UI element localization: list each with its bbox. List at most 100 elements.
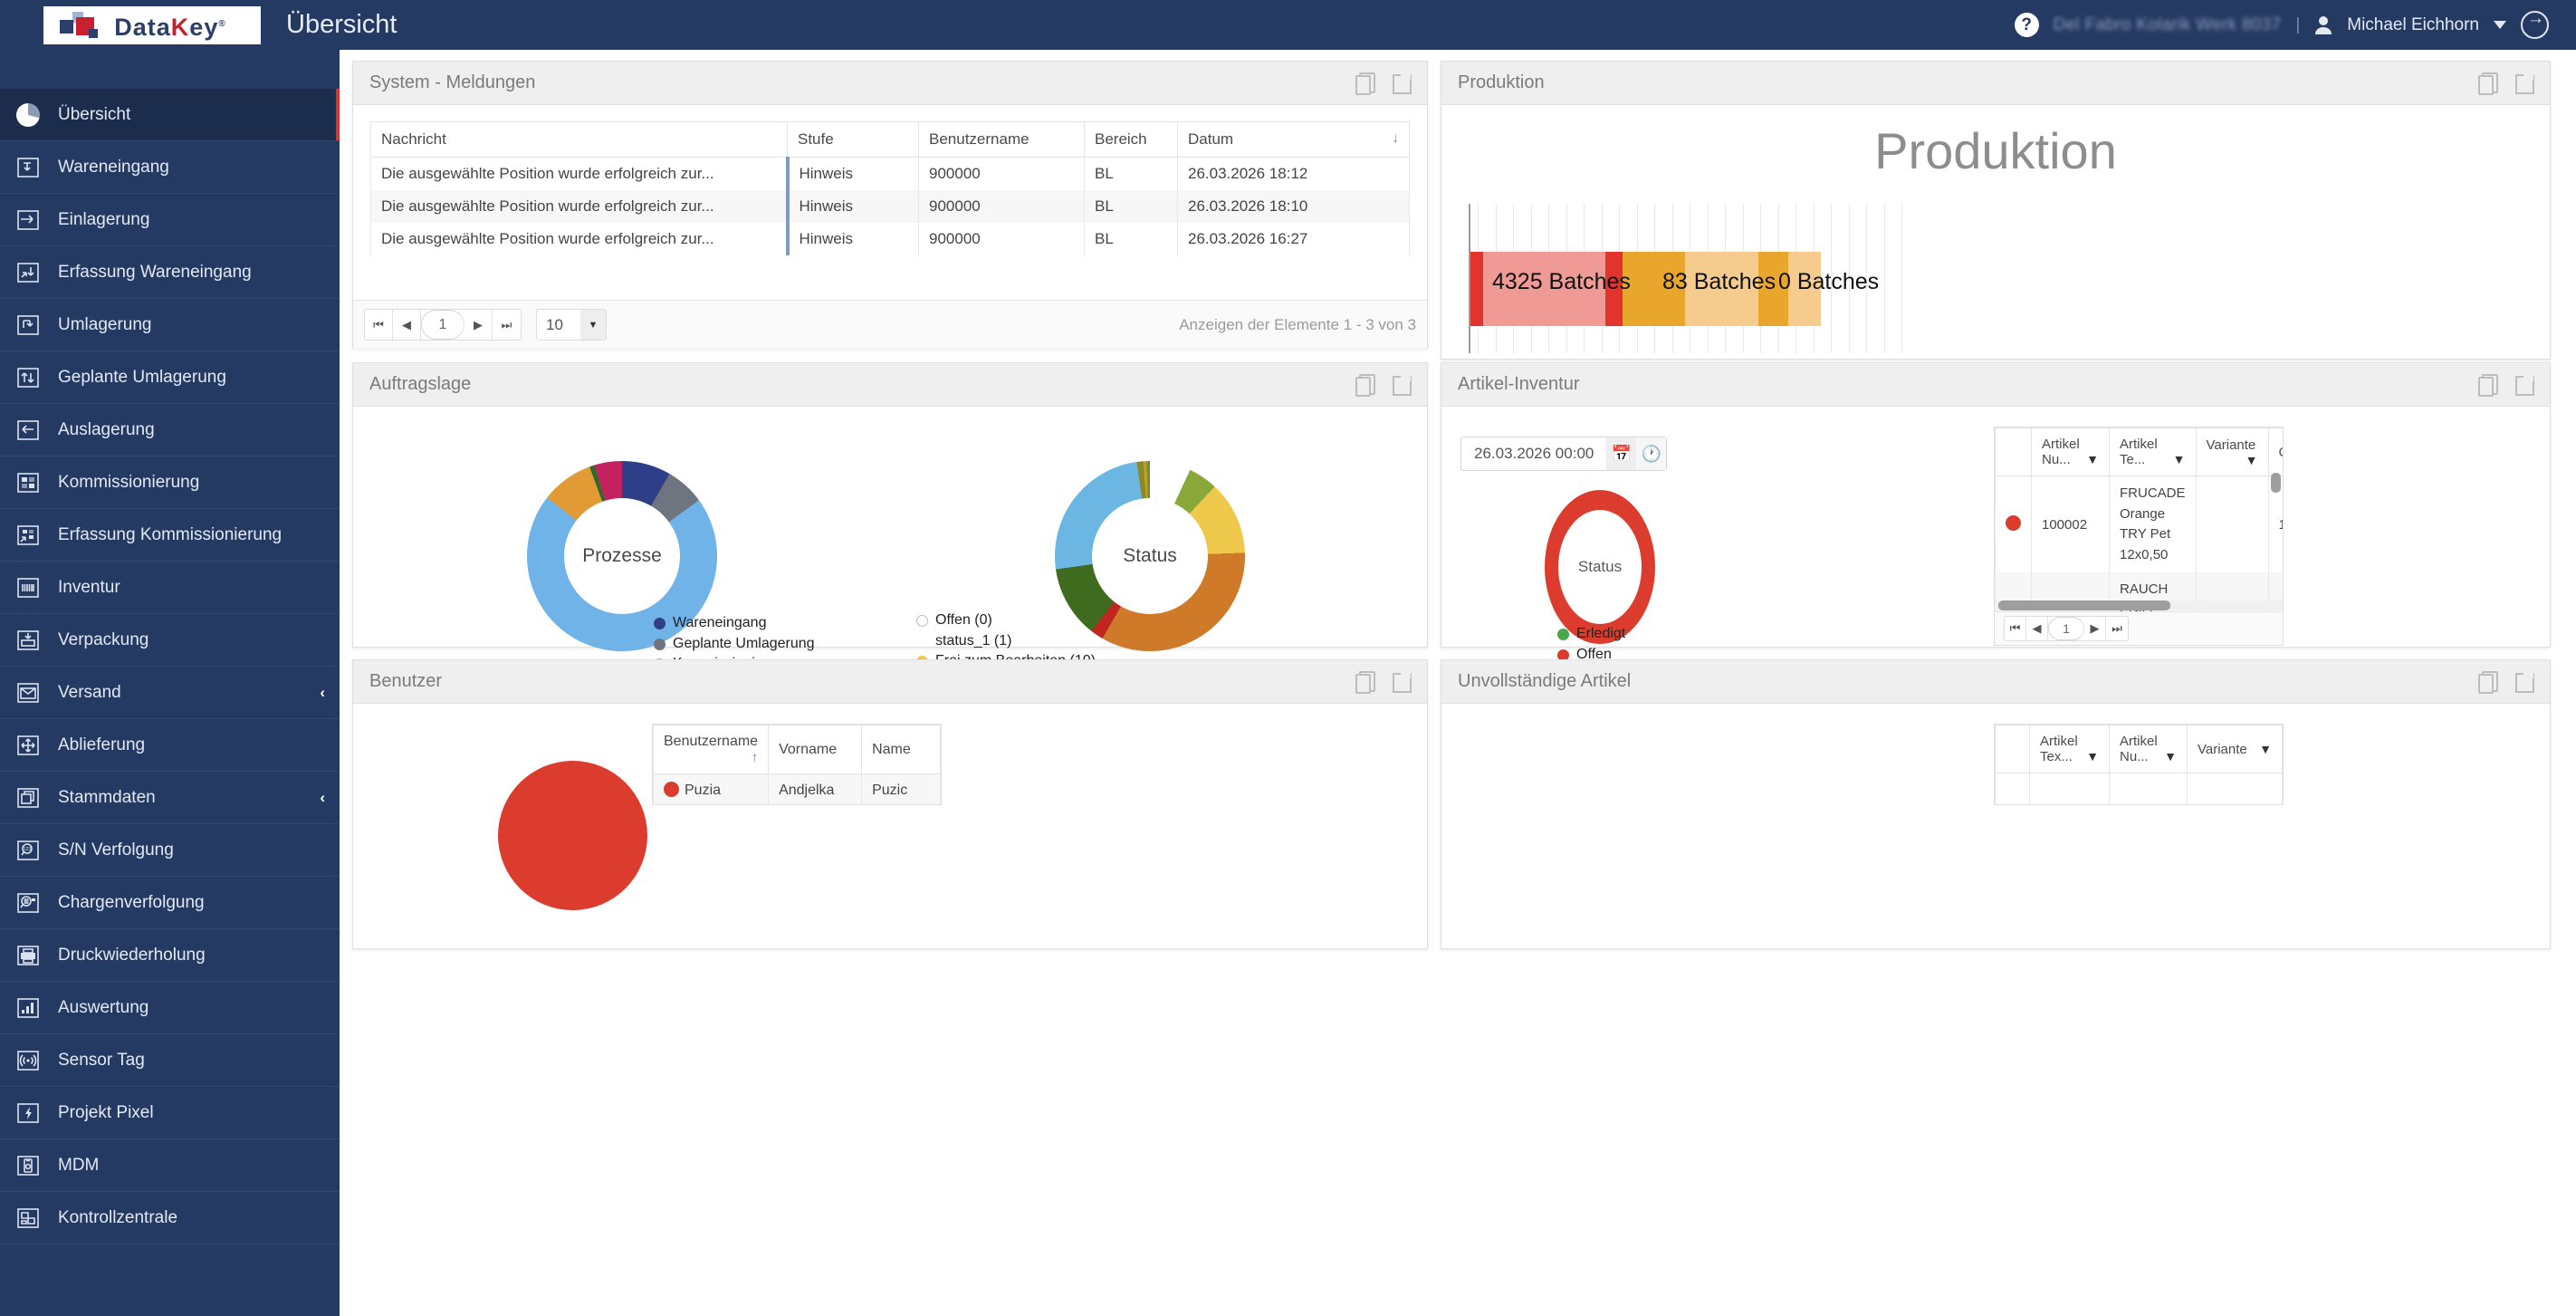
inventory-date-input[interactable]: 26.03.2026 00:00 📅 🕐 (1460, 437, 1668, 471)
sidebar-item-bersicht[interactable]: Übersicht (0, 89, 340, 141)
legend-item-erledigt[interactable]: Erledigt (1557, 624, 1662, 645)
col-benutzername[interactable]: Benutzername ↑ (653, 725, 770, 774)
legend-item[interactable]: status_1 (1) (916, 631, 1163, 652)
help-icon[interactable]: ? (2014, 13, 2039, 37)
col-artikel-nummer[interactable]: Artikel Nu... ▼ (2031, 427, 2110, 476)
sidebar-item-mdm[interactable]: MDM (0, 1139, 340, 1192)
filter-icon[interactable]: ▼ (2259, 741, 2272, 756)
col-variante[interactable]: Variante ▼ (2195, 427, 2269, 476)
maximize-icon[interactable] (2514, 72, 2534, 94)
legend-item[interactable]: Geplante Umlagerung (654, 634, 833, 655)
current-page-input[interactable]: 1 (421, 310, 464, 340)
filter-icon[interactable]: ▼ (2164, 749, 2177, 764)
sidebar-item-auslagerung[interactable]: Auslagerung (0, 404, 340, 456)
horizontal-scrollbar[interactable] (1998, 600, 2170, 610)
copy-icon[interactable] (1355, 670, 1375, 694)
sidebar-item-label: Inventur (58, 577, 120, 597)
copy-icon[interactable] (1355, 72, 1375, 95)
prozesse-donut-chart[interactable]: Prozesse (527, 461, 717, 651)
sidebar-item-druckwiederholung[interactable]: Druckwiederholung (0, 929, 340, 982)
filter-icon[interactable]: ▼ (2245, 452, 2258, 467)
pagination-info: Anzeigen der Elemente 1 - 3 von 3 (1179, 315, 1416, 333)
first-page-icon[interactable]: ⏮ (365, 310, 393, 340)
calendar-icon[interactable]: 📅 (1606, 437, 1637, 470)
sidebar-item-erfassung-wareneingang[interactable]: Erfassung Wareneingang (0, 246, 340, 299)
next-page-icon[interactable]: ▶ (2084, 617, 2106, 640)
sidebar-item-auswertung[interactable]: Auswertung (0, 982, 340, 1034)
legend-item[interactable]: Offen (0) (916, 610, 1163, 631)
sidebar-item-versand[interactable]: Versand ‹ (0, 667, 340, 719)
submenu-chevron-left-icon[interactable]: ‹ (320, 683, 325, 701)
filter-icon[interactable]: ▼ (2086, 452, 2099, 466)
copy-icon[interactable] (2478, 670, 2498, 694)
col-benutzername[interactable]: Benutzername (918, 121, 1085, 158)
col-vorname[interactable]: Vorname (768, 725, 863, 774)
filter-icon[interactable]: ▼ (2086, 749, 2099, 764)
sidebar-item-einlagerung[interactable]: Einlagerung (0, 194, 340, 246)
sidebar-item-chargenverfolgung[interactable]: Chargenverfolgung (0, 877, 340, 929)
last-page-icon[interactable]: ⏭ (493, 310, 521, 340)
sidebar-item-wareneingang[interactable]: Wareneingang (0, 141, 340, 194)
inventur-status-donut[interactable]: Status (1545, 490, 1655, 644)
sidebar-item-s-n-verfolgung[interactable]: 123 S/N Verfolgung (0, 824, 340, 877)
maximize-icon[interactable] (1391, 670, 1412, 693)
maximize-icon[interactable] (2514, 670, 2534, 693)
col-variante[interactable]: Variante ▼ (2187, 725, 2283, 773)
sidebar-item-label: Kommissionierung (58, 472, 200, 492)
col-datum[interactable]: Datum ↓ (1177, 121, 1410, 158)
sidebar-item-ablieferung[interactable]: Ablieferung (0, 719, 340, 772)
prev-page-icon[interactable]: ◀ (2026, 617, 2048, 640)
sidebar-item-verpackung[interactable]: Verpackung (0, 614, 340, 667)
sidebar-item-projekt-pixel[interactable]: Projekt Pixel (0, 1087, 340, 1139)
sidebar-item-umlagerung[interactable]: Umlagerung (0, 299, 340, 351)
col-artikel-nummer[interactable]: Artikel Nu... ▼ (2109, 725, 2188, 773)
prev-page-icon[interactable]: ◀ (393, 310, 421, 340)
maximize-icon[interactable] (2514, 373, 2534, 396)
copy-icon[interactable] (2478, 72, 2498, 95)
col-artikel-text[interactable]: Artikel Te... ▼ (2109, 427, 2197, 476)
next-page-icon[interactable]: ▶ (464, 310, 493, 340)
maximize-icon[interactable] (1391, 72, 1412, 94)
col-artikel-text[interactable]: Artikel Tex... ▼ (2029, 725, 2110, 773)
table-row[interactable]: Die ausgewählte Position wurde erfolgrei… (370, 157, 1410, 190)
table-row[interactable]: Die ausgewählte Position wurde erfolgrei… (370, 190, 1410, 223)
sidebar-item-sensor-tag[interactable]: Sensor Tag (0, 1034, 340, 1087)
sidebar-item-inventur[interactable]: Inventur (0, 562, 340, 614)
table-body (1995, 773, 2283, 804)
col-stufe[interactable]: Stufe (787, 121, 919, 158)
datakey-logo[interactable]: DataKey® (43, 5, 261, 44)
sidebar-item-erfassung-kommissionierung[interactable]: Erfassung Kommissionierung (0, 509, 340, 562)
table-row[interactable]: Puzia Andjelka Puzic (653, 773, 941, 804)
legend-item-offen[interactable]: Offen (1557, 645, 1662, 666)
current-page-input[interactable]: 1 (2048, 617, 2084, 640)
legend-item[interactable]: Wareneingang (654, 613, 833, 634)
col-charge[interactable]: Cha (2267, 427, 2283, 476)
benutzer-status-donut[interactable] (498, 761, 647, 910)
col-nachricht[interactable]: Nachricht (370, 121, 788, 158)
panel-title: Auftragslage (369, 374, 472, 394)
table-row[interactable]: Die ausgewählte Position wurde erfolgrei… (370, 223, 1410, 255)
sidebar-item-stammdaten[interactable]: Stammdaten ‹ (0, 772, 340, 824)
submenu-chevron-left-icon[interactable]: ‹ (320, 788, 325, 806)
table-header-row: Artikel Tex... ▼ Artikel Nu... ▼ Variante ▼ (1995, 725, 2283, 773)
col-name[interactable]: Name (861, 725, 941, 774)
cell-bereich: BL (1084, 223, 1178, 255)
sidebar-item-kontrollzentrale[interactable]: Kontrollzentrale (0, 1192, 340, 1244)
last-page-icon[interactable]: ⏭ (2106, 617, 2128, 640)
sidebar-item-geplante-umlagerung[interactable]: Geplante Umlagerung (0, 351, 340, 404)
filter-icon[interactable]: ▼ (2172, 452, 2186, 466)
chevron-down-icon[interactable] (2494, 21, 2506, 29)
maximize-icon[interactable] (1391, 373, 1412, 396)
logout-arrow-icon[interactable] (2521, 9, 2549, 39)
page-size-select[interactable]: 10 ▼ (536, 309, 607, 341)
copy-icon[interactable] (2478, 373, 2498, 397)
copy-icon[interactable] (1355, 373, 1375, 397)
vertical-scrollbar[interactable] (2271, 473, 2281, 493)
clock-icon[interactable]: 🕐 (1636, 437, 1667, 470)
sidebar-item-kommissionierung[interactable]: Kommissionierung (0, 456, 340, 509)
first-page-icon[interactable]: ⏮ (2005, 617, 2026, 640)
col-bereich[interactable]: Bereich (1084, 121, 1178, 158)
user-name-label[interactable]: Michael Eichhorn (2347, 14, 2479, 34)
status-donut-chart[interactable]: Status (1055, 461, 1245, 651)
